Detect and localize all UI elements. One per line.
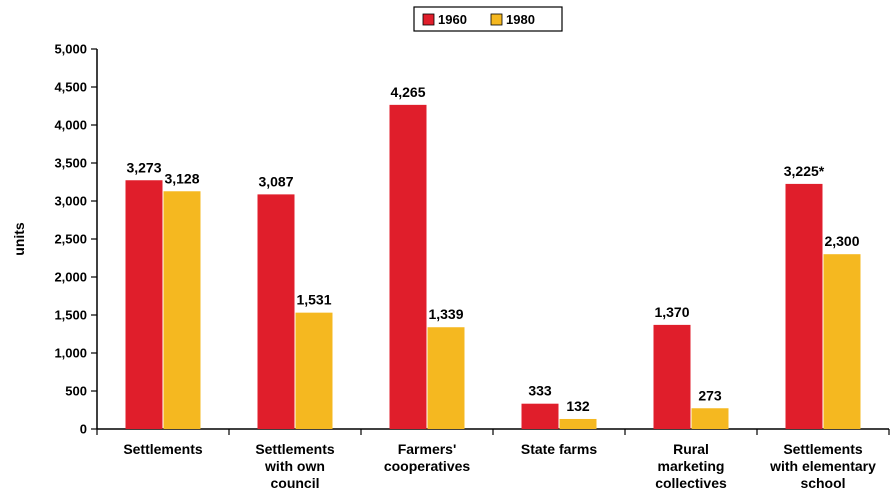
data-label-1960-5: 1,370 (654, 304, 689, 320)
data-label-1960-4: 333 (528, 383, 552, 399)
bar-1960-1 (125, 180, 163, 429)
bar-1960-4 (521, 403, 559, 429)
bars (125, 104, 861, 430)
category-label: State farms (521, 441, 597, 457)
y-tick-label: 0 (80, 422, 87, 437)
category-label: Farmers' cooperatives (384, 441, 471, 474)
y-tick-label: 4,500 (54, 80, 87, 95)
legend-label-1980: 1980 (506, 12, 535, 27)
bar-1980-2 (295, 312, 333, 429)
y-tick-label: 3,000 (54, 194, 87, 209)
data-labels: 3,273 3,087 4,265 333 1,370 3,225* 3,128 1,531 1… (126, 84, 859, 414)
bar-1980-6 (823, 254, 861, 429)
y-tick-label: 3,500 (54, 156, 87, 171)
bar-1980-1 (163, 191, 201, 429)
legend-swatch-1960 (422, 13, 435, 26)
y-axis-ticks: 0 500 1,000 1,500 2,000 2,500 3,000 3,500 4,000 4… (54, 42, 97, 437)
category-label: Rural marketing collectives (655, 441, 727, 491)
bar-1980-3 (427, 327, 465, 429)
axes (96, 49, 890, 435)
y-axis-label: units (11, 222, 27, 256)
bar-1960-6 (785, 183, 823, 429)
data-label-1960-3: 4,265 (390, 84, 425, 100)
data-label-1980-6: 2,300 (824, 233, 859, 249)
bar-1980-5 (691, 408, 729, 429)
y-tick-label: 5,000 (54, 42, 87, 57)
category-labels: Settlements Settlements with own council Far… (123, 441, 876, 491)
bar-1980-4 (559, 418, 597, 429)
bar-1960-3 (389, 104, 427, 430)
data-label-1980-2: 1,531 (296, 292, 331, 308)
data-label-1960-2: 3,087 (258, 173, 293, 189)
data-label-1980-5: 273 (698, 387, 722, 403)
y-tick-label: 2,500 (54, 232, 87, 247)
y-tick-label: 2,000 (54, 270, 87, 285)
legend-label-1960: 1960 (438, 12, 467, 27)
y-tick-label: 1,500 (54, 308, 87, 323)
legend-box (413, 6, 563, 32)
category-label: Settlements with elementary school (769, 441, 876, 491)
y-tick-label: 500 (65, 384, 87, 399)
legend: 1960 1980 (413, 6, 563, 32)
y-tick-label: 4,000 (54, 118, 87, 133)
bar-1960-5 (653, 324, 691, 429)
category-label: Settlements with own council (255, 441, 335, 491)
y-tick-label: 1,000 (54, 346, 87, 361)
data-label-1980-4: 132 (566, 398, 590, 414)
bar-1960-2 (257, 194, 295, 429)
data-label-1980-3: 1,339 (428, 306, 463, 322)
data-label-1980-1: 3,128 (164, 170, 199, 186)
category-label: Settlements (123, 441, 203, 457)
data-label-1960-1: 3,273 (126, 159, 161, 175)
data-label-1960-6: 3,225* (784, 163, 825, 179)
legend-swatch-1980 (490, 13, 503, 26)
